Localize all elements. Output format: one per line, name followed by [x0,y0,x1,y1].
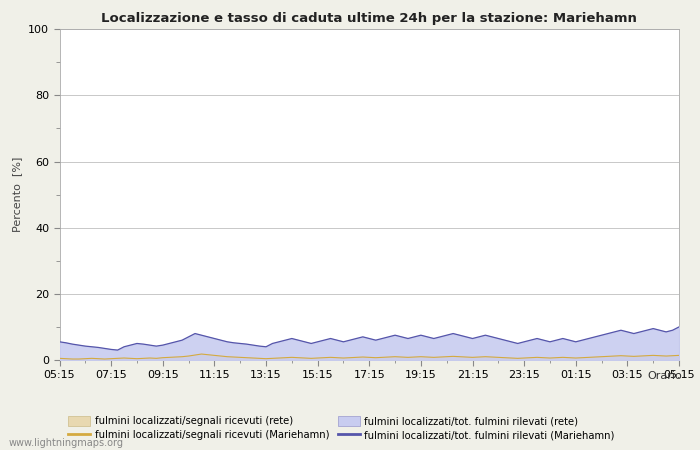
Title: Localizzazione e tasso di caduta ultime 24h per la stazione: Mariehamn: Localizzazione e tasso di caduta ultime … [102,12,637,25]
Text: Orario: Orario [648,371,682,381]
Y-axis label: Percento  [%]: Percento [%] [13,157,22,232]
Text: www.lightningmaps.org: www.lightningmaps.org [8,438,123,448]
Legend: fulmini localizzati/segnali ricevuti (rete), fulmini localizzati/segnali ricevut: fulmini localizzati/segnali ricevuti (re… [68,416,615,441]
